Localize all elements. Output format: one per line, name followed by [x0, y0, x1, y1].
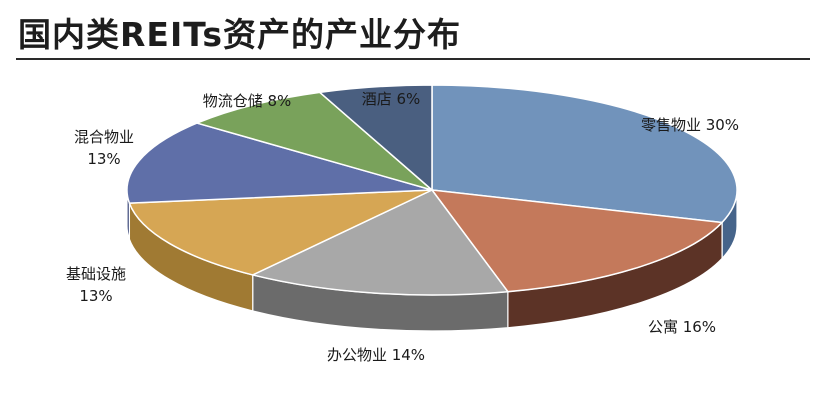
data-label-4: 基础设施 13% [66, 265, 126, 305]
data-label-1: 零售物业 30% [641, 116, 739, 134]
pie-side-walls [126, 189, 738, 332]
pie-slice-1 [431, 84, 738, 224]
pie-top [126, 84, 738, 296]
chart-title: 国内类REITs资产的产业分布 [18, 15, 462, 54]
pie-slice-5 [126, 122, 433, 204]
pie-slice-3 [251, 189, 509, 296]
data-label-2: 公寓 16% [648, 318, 716, 336]
pie-slice-4 [128, 189, 433, 276]
pie-slice-6 [196, 91, 433, 191]
data-label-5: 混合物业 13% [74, 128, 134, 168]
data-label-3: 办公物业 14% [327, 346, 425, 364]
title-divider [16, 58, 810, 60]
pie-labels: 零售物业 30% 公寓 16% 办公物业 14% 基础设施 13% 混合物业 13% 物流仓储… [66, 90, 739, 364]
pie-slice-7 [318, 84, 433, 191]
data-label-7: 酒店 6% [362, 90, 421, 108]
pie-slice-2 [431, 189, 723, 293]
data-label-6: 物流仓储 8% [203, 92, 292, 110]
